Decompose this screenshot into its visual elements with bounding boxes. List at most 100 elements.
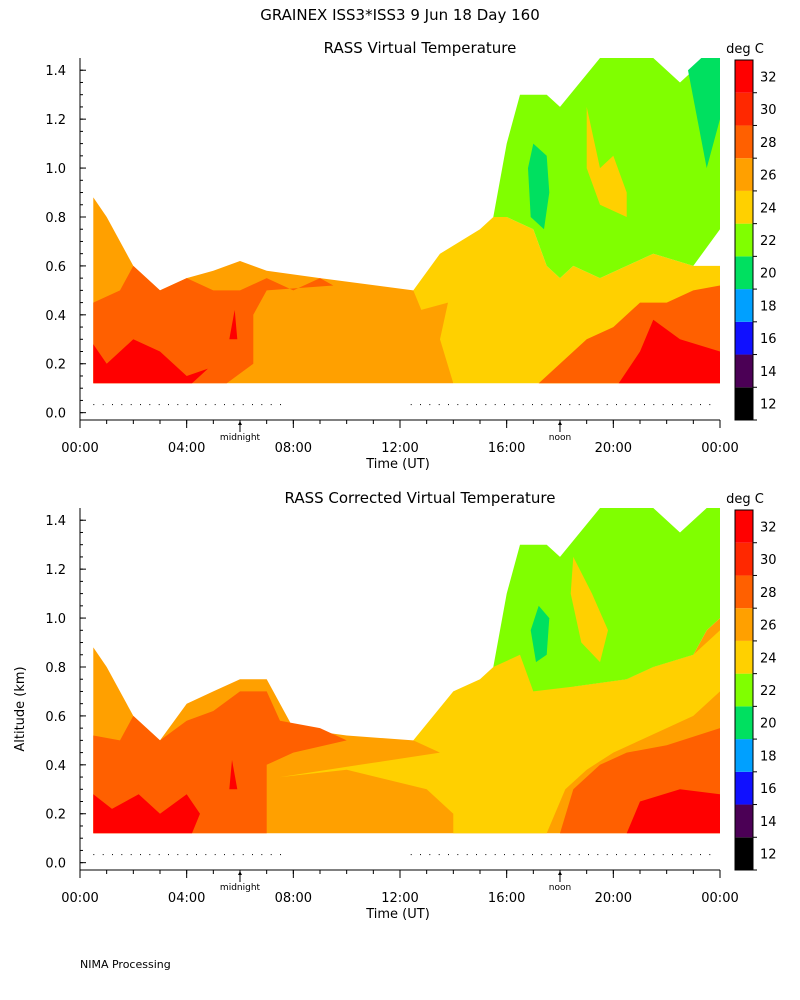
colorbar-tick-label: 22	[760, 684, 777, 699]
sample-dot	[270, 854, 272, 856]
marker-arrow	[558, 871, 562, 875]
y-tick-label: 0.2	[45, 808, 66, 823]
sample-dot	[578, 854, 580, 856]
sample-dot	[672, 404, 673, 406]
colorbar-frame	[734, 509, 754, 871]
sample-dot	[448, 854, 449, 856]
panel-title: RASS Corrected Virtual Temperature	[285, 489, 556, 507]
sample-dot	[410, 854, 412, 856]
colorbar-unit: deg C	[726, 42, 764, 57]
y-tick-label: 0.0	[45, 407, 66, 422]
colorbar-tick-label: 28	[760, 136, 777, 151]
colorbar-swatch	[735, 608, 753, 641]
sample-dot	[634, 854, 636, 856]
sample-dot	[280, 404, 281, 406]
colorbar-tick-label: 24	[760, 201, 777, 216]
sample-dot	[644, 404, 645, 406]
contour-region-30	[93, 794, 200, 834]
sample-dot	[149, 404, 151, 406]
colorbar-tick-label: 26	[760, 619, 777, 634]
colorbar-tick-label: 22	[760, 234, 777, 249]
sample-dot	[420, 854, 421, 856]
sample-dot	[634, 404, 636, 406]
colorbar-tick-label: 16	[760, 782, 777, 797]
colorbar-tick-label: 30	[760, 553, 777, 568]
sample-dot	[700, 404, 701, 406]
y-tick-label: 0.0	[45, 857, 66, 872]
marker-arrow	[238, 871, 242, 875]
sample-dot	[270, 404, 272, 406]
contour-fill-group	[93, 58, 721, 384]
sample-dot	[149, 854, 151, 856]
y-tick-label: 0.8	[45, 661, 66, 676]
y-tick-label: 1.4	[45, 514, 66, 529]
colorbar-swatch	[735, 256, 753, 290]
colorbar-frame	[734, 59, 754, 421]
contour-region-28	[93, 691, 347, 834]
sample-dot	[653, 854, 655, 856]
sample-dot	[606, 404, 608, 406]
sample-dot	[709, 404, 711, 406]
x-tick-label: 04:00	[168, 891, 205, 906]
sample-dot	[261, 854, 263, 856]
sample-dot	[224, 404, 225, 406]
y-tick-label: 0.6	[45, 260, 66, 275]
sample-dot	[616, 854, 617, 856]
colorbar-swatch	[735, 542, 753, 576]
sample-dot	[569, 854, 571, 856]
marker-arrow	[238, 421, 242, 425]
sample-dot	[448, 404, 449, 406]
sample-dot	[532, 404, 533, 406]
x-tick-label: 16:00	[488, 891, 525, 906]
sample-dot	[690, 404, 692, 406]
contour-region-30	[229, 309, 238, 340]
contour-region-20	[528, 143, 550, 230]
y-axis-label: Altitude (km)	[13, 666, 28, 751]
sample-dot	[168, 404, 169, 406]
sample-dot	[429, 854, 431, 856]
sample-dot	[560, 404, 561, 406]
sample-dot	[214, 404, 216, 406]
x-tick-label: 04:00	[168, 441, 205, 456]
sample-dot	[121, 404, 123, 406]
sample-dot	[681, 404, 683, 406]
sample-dot	[672, 854, 673, 856]
sample-dot	[168, 854, 169, 856]
sample-dot	[504, 404, 505, 406]
sample-dot	[597, 404, 599, 406]
y-tick-label: 0.6	[45, 710, 66, 725]
marker-label-noon: noon	[549, 883, 571, 893]
colorbar-tick-label: 26	[760, 169, 777, 184]
colorbar-swatch	[735, 158, 753, 191]
colorbar-tick-label: 20	[760, 717, 777, 732]
colorbar-tick-label: 14	[760, 815, 777, 830]
sample-dot	[233, 854, 235, 856]
sample-dots	[93, 404, 711, 406]
sample-dot	[550, 854, 552, 856]
colorbar-swatch	[735, 640, 753, 674]
sample-dot	[653, 404, 655, 406]
sample-dot	[485, 404, 487, 406]
contour-region-20	[530, 605, 550, 663]
x-tick-label: 00:00	[701, 891, 738, 906]
sample-dot	[569, 404, 571, 406]
x-axis-label: Time (UT)	[365, 457, 430, 472]
sample-dot	[578, 404, 580, 406]
x-tick-label: 12:00	[381, 441, 418, 456]
colorbar-swatch	[735, 60, 753, 93]
colorbar-tick-label: 18	[760, 299, 777, 314]
sample-dot	[186, 404, 188, 406]
y-tick-label: 1.0	[45, 612, 66, 627]
sample-dot	[588, 404, 589, 406]
y-tick-label: 1.2	[45, 113, 66, 128]
sample-dot	[186, 854, 188, 856]
contour-region-24	[586, 106, 627, 217]
colorbar-swatch	[735, 92, 753, 126]
x-tick-label: 20:00	[595, 891, 632, 906]
sample-dot	[410, 404, 412, 406]
sample-dot	[476, 404, 477, 406]
sample-dot	[140, 854, 141, 856]
sample-dot	[261, 404, 263, 406]
sample-dot	[130, 404, 132, 406]
